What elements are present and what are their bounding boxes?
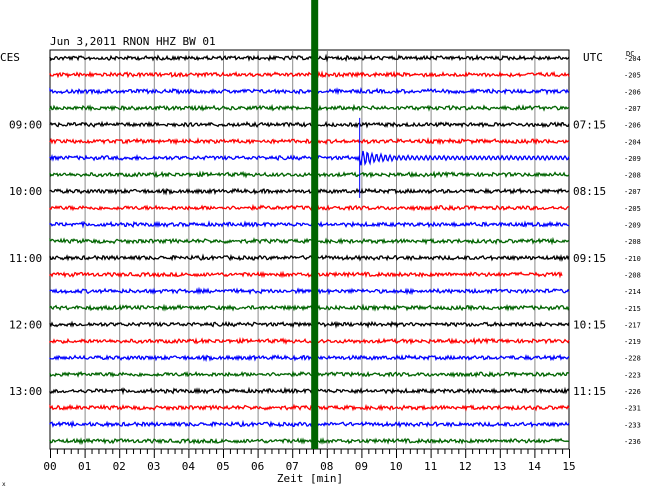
seismic-trace [49, 150, 570, 167]
dc-offset-label: -228 [624, 355, 641, 363]
plot-frame [49, 49, 570, 450]
seismic-trace [49, 187, 570, 196]
dc-offset-label: -226 [624, 388, 641, 396]
right-time-label: 09:15 [573, 252, 606, 265]
x-tick-label: 10 [389, 460, 402, 473]
seismic-trace [49, 336, 570, 346]
seismic-trace [49, 120, 570, 129]
dc-offset-label: -233 [624, 421, 641, 429]
x-tick-label: 15 [562, 460, 575, 473]
x-tick-label: 01 [78, 460, 91, 473]
dc-offset-label: -204 [624, 138, 641, 146]
x-tick-label: 09 [355, 460, 368, 473]
seismic-trace [49, 419, 570, 429]
seismic-trace [49, 170, 570, 179]
dc-offset-label: -217 [624, 321, 641, 329]
dc-offset-label: -219 [624, 338, 641, 346]
seismic-trace [49, 236, 570, 246]
x-tick-label: 14 [528, 460, 542, 473]
left-time-label: 09:00 [9, 119, 42, 132]
dc-offset-label: -205 [624, 72, 641, 80]
seismic-trace [49, 70, 570, 79]
dc-offset-label: -205 [624, 205, 641, 213]
right-time-label: 08:15 [573, 185, 606, 198]
x-tick-label: 02 [113, 460, 126, 473]
left-time-label: 11:00 [9, 252, 42, 265]
dc-offset-label: -208 [624, 271, 641, 279]
dc-offset-label: -214 [624, 288, 641, 296]
green-marker-line [311, 0, 319, 449]
seismic-trace [49, 303, 570, 312]
dc-offset-label: -207 [624, 188, 641, 196]
x-tick-label: 08 [320, 460, 333, 473]
seismic-trace [49, 370, 570, 379]
seismic-trace [49, 286, 570, 296]
dc-offset-label: -206 [624, 122, 641, 130]
right-time-label: 11:15 [573, 385, 606, 398]
x-tick-label: 00 [43, 460, 56, 473]
seismic-trace [49, 103, 570, 112]
seismic-trace [49, 437, 570, 446]
dc-offset-label: -208 [624, 238, 641, 246]
x-axis-label: Zeit [min] [277, 472, 343, 485]
seismic-trace [49, 320, 570, 329]
x-tick-label: 04 [182, 460, 196, 473]
dc-offset-label: -207 [624, 105, 641, 113]
dc-offset-label: -231 [624, 405, 641, 413]
dc-header-label: DC [626, 50, 634, 58]
chart-title: Jun 3,2011 RNON HHZ BW 01 [50, 35, 216, 48]
left-timezone-label: CES [0, 51, 20, 64]
seismic-trace [49, 353, 570, 363]
seismic-trace [49, 253, 570, 262]
dc-offset-label: -209 [624, 222, 641, 230]
left-time-label: 12:00 [9, 318, 42, 331]
dc-offset-label: -204 [624, 55, 641, 63]
x-tick-label: 05 [216, 460, 229, 473]
x-tick-label: 06 [251, 460, 264, 473]
seismic-trace [49, 220, 570, 229]
seismic-trace [49, 203, 570, 212]
right-time-label: 07:15 [573, 119, 606, 132]
seismic-trace [49, 53, 570, 63]
dc-offset-label: -209 [624, 155, 641, 163]
dc-offset-label: -210 [624, 255, 641, 263]
seismic-trace [49, 386, 570, 396]
x-tick-label: 12 [459, 460, 472, 473]
x-tick-label: 11 [424, 460, 437, 473]
x-tick-label: 07 [286, 460, 299, 473]
left-time-label: 10:00 [9, 185, 42, 198]
right-time-label: 10:15 [573, 318, 606, 331]
seismic-trace [49, 136, 570, 146]
seismic-trace [49, 403, 570, 412]
left-time-label: 13:00 [9, 385, 42, 398]
x-tick-label: 13 [493, 460, 506, 473]
seismic-trace [49, 86, 570, 96]
footer-mark: x [2, 481, 6, 488]
x-tick-label: 03 [147, 460, 160, 473]
right-timezone-label: UTC [583, 51, 603, 64]
seismic-trace [49, 270, 563, 279]
dc-offset-label: -208 [624, 172, 641, 180]
dc-offset-label: -223 [624, 371, 641, 379]
dc-offset-label: -206 [624, 88, 641, 96]
dc-offset-label: -236 [624, 438, 641, 446]
dc-offset-label: -215 [624, 305, 641, 313]
